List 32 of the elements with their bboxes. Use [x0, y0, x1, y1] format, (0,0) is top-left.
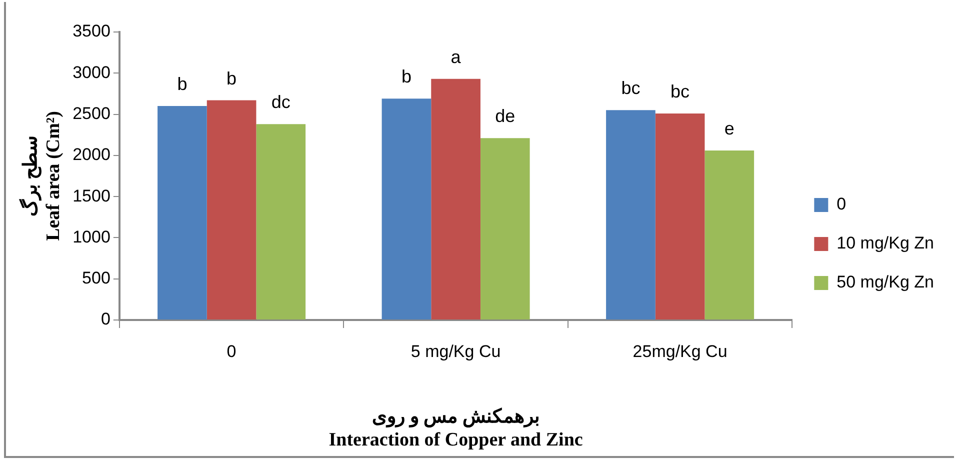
bar [206, 100, 256, 320]
bar [158, 106, 207, 320]
bar [256, 124, 306, 320]
y-tick-label: 2000 [72, 145, 110, 164]
x-tick-label: 0 [226, 342, 236, 361]
bar [655, 113, 705, 320]
bar [480, 138, 530, 320]
y-tick-label: 3000 [72, 62, 110, 82]
y-tick-label: 500 [82, 268, 110, 288]
legend-label: 50 mg/Kg Zn [836, 272, 934, 292]
y-tick-label: 1500 [72, 186, 110, 206]
x-tick-label: 5 mg/Kg Cu [410, 342, 501, 361]
bar [431, 78, 480, 320]
bar [704, 150, 754, 320]
data-label: b [177, 74, 188, 94]
data-label: b [226, 68, 237, 88]
y-tick-label: 0 [100, 310, 110, 329]
bar [382, 98, 432, 320]
y-tick-label: 2500 [72, 104, 110, 123]
data-label: dc [271, 92, 290, 112]
data-label: e [724, 118, 734, 138]
data-label: bc [621, 78, 640, 98]
legend-label: 10 mg/Kg Zn [836, 234, 934, 253]
data-label: b [401, 66, 412, 87]
data-label: de [495, 106, 516, 126]
x-tick-label: 25mg/Kg Cu [632, 342, 728, 361]
legend-label: 0 [836, 194, 846, 214]
data-label: a [450, 46, 462, 67]
y-tick-label: 1000 [72, 227, 110, 246]
y-tick-label: 3500 [72, 22, 110, 41]
bar [606, 110, 656, 320]
data-label: bc [670, 81, 690, 102]
